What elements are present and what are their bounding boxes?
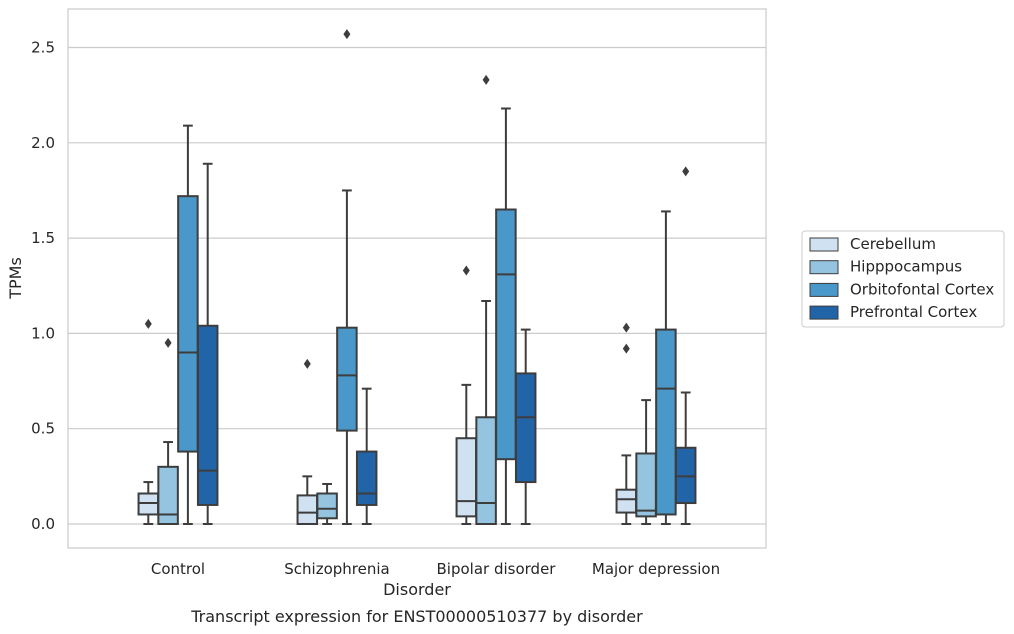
box-body [296, 494, 319, 526]
outlier-point [622, 322, 630, 333]
box-4-2 [355, 387, 378, 525]
x-tick-label: Major depression [592, 560, 720, 578]
y-tick-label: 2.0 [31, 134, 55, 152]
x-tick-label: Schizophrenia [284, 560, 389, 578]
box-3-4 [655, 210, 677, 525]
legend-swatch [809, 260, 839, 275]
box-body [336, 326, 358, 432]
box-body [177, 195, 199, 453]
x-tick-labels: Control Schizophrenia Bipolar disorder Majo… [151, 560, 720, 578]
box-4-3 [514, 328, 537, 525]
box-body [514, 372, 537, 484]
box-body [495, 208, 517, 461]
legend-frame [801, 230, 1005, 328]
box-3-3 [495, 107, 517, 525]
box-body [615, 488, 638, 514]
box-body [316, 492, 338, 520]
legend: Cerebellum Hipppocampus Orbitofontal Corte… [801, 230, 1005, 328]
box-4-1 [196, 162, 219, 525]
box-1-2 [296, 358, 319, 526]
x-tick-label: Control [151, 560, 205, 578]
y-tick-label: 0.5 [31, 420, 55, 438]
chart-caption: Transcript expression for ENST0000051037… [190, 607, 643, 626]
x-axis-label: Disorder [383, 580, 451, 599]
y-tick-label: 1.5 [31, 229, 55, 247]
legend-swatch [809, 237, 839, 252]
box-2-3 [475, 74, 497, 526]
outlier-point [164, 337, 172, 348]
outlier-point [622, 343, 630, 354]
box-2-1 [157, 337, 179, 526]
box-body [635, 452, 657, 518]
box-body [157, 465, 179, 526]
legend-swatch [809, 305, 839, 320]
outlier-point [303, 358, 311, 369]
outlier-point [343, 29, 351, 40]
y-tick-label: 2.5 [31, 39, 55, 57]
legend-label: Hipppocampus [850, 258, 962, 276]
y-tick-label: 0.0 [31, 515, 55, 533]
box-body [196, 324, 219, 506]
box-4-4 [674, 166, 697, 525]
box-1-4 [615, 322, 638, 525]
box-3-2 [336, 29, 358, 525]
legend-label: Prefrontal Cortex [850, 303, 977, 321]
box-2-2 [316, 482, 338, 525]
legend-label: Orbitofontal Cortex [850, 280, 994, 298]
box-body [475, 416, 497, 526]
y-tick-label: 1.0 [31, 324, 55, 342]
box-body [355, 450, 378, 506]
y-tick-labels: 0.0 0.5 1.0 1.5 2.0 2.5 [31, 39, 55, 534]
box-body [455, 437, 478, 518]
legend-label: Cerebellum [850, 235, 936, 253]
outlier-point [482, 74, 490, 85]
outlier-point [682, 166, 690, 177]
outlier-point [144, 318, 152, 329]
legend-swatch [809, 282, 839, 297]
outlier-point [462, 265, 470, 276]
y-axis-label: TPMs [6, 257, 25, 300]
box-body [655, 328, 677, 516]
x-tick-label: Bipolar disorder [437, 560, 557, 578]
box-3-1 [177, 124, 199, 525]
box-plots [137, 29, 697, 526]
